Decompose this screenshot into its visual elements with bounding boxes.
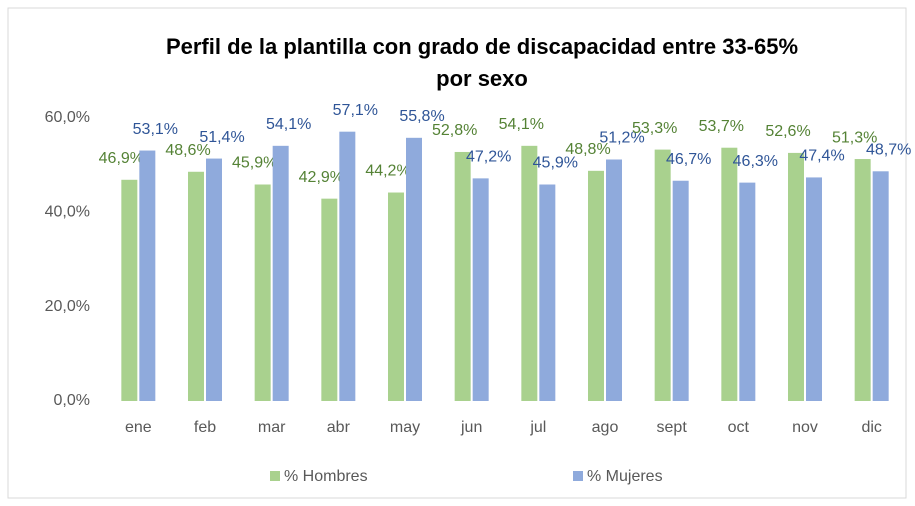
y-tick-label: 60,0% <box>45 109 90 126</box>
bar <box>339 131 356 401</box>
bar <box>854 159 871 401</box>
bar <box>788 152 804 401</box>
legend-label: % Mujeres <box>587 468 663 485</box>
x-tick-label: sept <box>657 419 688 436</box>
bar <box>521 145 538 401</box>
data-label: 47,4% <box>799 148 844 165</box>
bar <box>206 158 222 401</box>
data-label: 44,2% <box>365 163 410 180</box>
bar <box>139 150 156 401</box>
bar <box>739 182 756 401</box>
bar <box>272 145 289 401</box>
bar <box>721 147 738 401</box>
data-label: 46,7% <box>666 151 711 168</box>
bar <box>472 178 489 401</box>
x-tick-label: ene <box>125 419 152 436</box>
data-label: 46,9% <box>99 150 144 167</box>
bar <box>121 179 138 401</box>
y-tick-label: 40,0% <box>45 204 90 221</box>
data-label: 48,7% <box>866 142 911 159</box>
data-label: 57,1% <box>333 102 378 119</box>
data-label: 45,9% <box>232 155 277 172</box>
x-tick-label: feb <box>194 419 216 436</box>
x-tick-label: may <box>390 419 420 436</box>
x-tick-label: jun <box>460 419 482 436</box>
data-label: 45,9% <box>533 155 578 172</box>
x-tick-label: oct <box>728 419 750 436</box>
data-label: 54,1% <box>499 116 544 133</box>
bar <box>654 149 671 401</box>
chart-title: por sexo <box>436 66 528 91</box>
data-label: 54,1% <box>266 116 311 133</box>
data-label: 51,4% <box>199 129 244 146</box>
x-tick-label: mar <box>258 419 286 436</box>
bar <box>806 177 822 401</box>
bar <box>406 137 422 401</box>
data-label: 53,7% <box>699 118 744 135</box>
bar <box>188 171 204 401</box>
bar <box>872 171 889 401</box>
data-label: 52,6% <box>765 123 810 140</box>
data-label: 47,2% <box>466 149 511 166</box>
data-label: 53,1% <box>133 121 178 138</box>
data-label: 53,3% <box>632 120 677 137</box>
data-label: 55,8% <box>399 108 444 125</box>
y-tick-label: 0,0% <box>54 392 90 409</box>
data-label: 51,3% <box>832 129 877 146</box>
data-label: 46,3% <box>733 153 778 170</box>
x-tick-label: ago <box>592 419 619 436</box>
x-tick-label: dic <box>861 419 881 436</box>
data-label: 48,8% <box>565 141 610 158</box>
data-label: 52,8% <box>432 122 477 139</box>
bar <box>254 184 271 401</box>
x-tick-label: jul <box>529 419 546 436</box>
bar <box>672 180 689 401</box>
bar <box>606 159 622 401</box>
data-label: 42,9% <box>299 169 344 186</box>
bar <box>321 198 338 401</box>
legend-swatch <box>270 471 280 481</box>
legend-swatch <box>573 471 583 481</box>
y-tick-label: 20,0% <box>45 298 90 315</box>
data-label: 51,2% <box>599 130 644 147</box>
bar <box>388 192 404 401</box>
data-label: 48,6% <box>165 142 210 159</box>
bar <box>539 184 556 401</box>
bar <box>454 151 471 401</box>
chart-title: Perfil de la plantilla con grado de disc… <box>166 34 798 59</box>
legend-label: % Hombres <box>284 468 368 485</box>
bar <box>588 170 604 401</box>
x-tick-label: nov <box>792 419 818 436</box>
x-tick-label: abr <box>327 419 351 436</box>
